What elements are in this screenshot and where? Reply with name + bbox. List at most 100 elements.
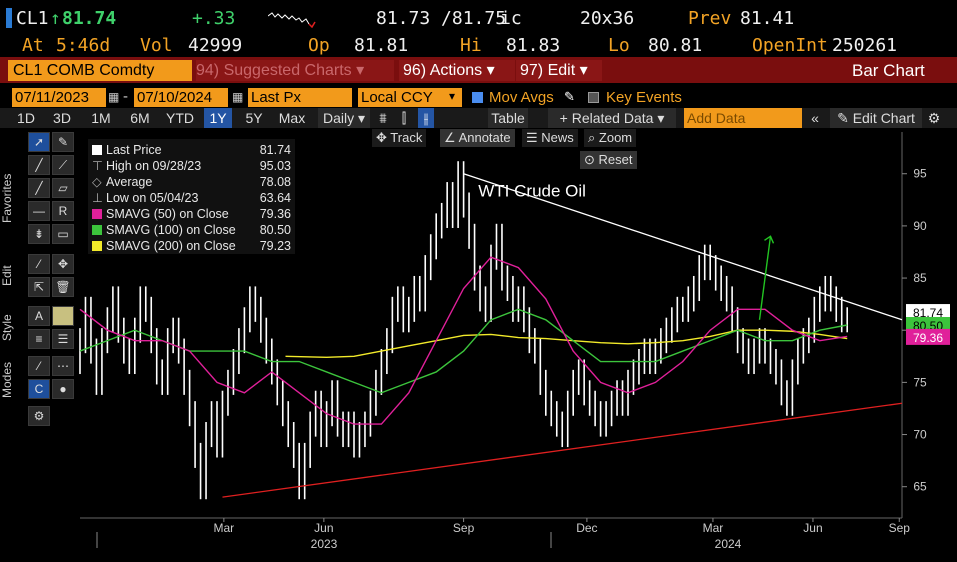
sma-50-tag: 79.36	[913, 331, 943, 345]
legend-entry[interactable]: SMAVG (200) on Close	[92, 238, 236, 254]
legend-label: SMAVG (50) on Close	[106, 207, 229, 221]
collapse-chevrons-icon[interactable]: «	[811, 110, 819, 126]
news-button[interactable]: ☰ News	[522, 129, 578, 147]
fib-tool-icon[interactable]: ⇟	[28, 224, 50, 244]
legend-value: 78.08	[259, 175, 291, 189]
y-tick-label: 75	[913, 375, 927, 389]
settings-icon[interactable]: ⚙	[28, 406, 50, 426]
high-label: Hi	[460, 35, 482, 56]
edit-label: Edit	[547, 62, 576, 79]
horizontal-line-icon[interactable]: —	[28, 201, 50, 221]
range-ytd[interactable]: YTD	[166, 110, 194, 126]
sma-100-line	[79, 308, 848, 394]
legend-swatch	[92, 145, 102, 155]
crosshair-mode-icon[interactable]: ⁄	[28, 356, 50, 376]
legend-entry[interactable]: Last Price	[92, 142, 162, 158]
mov-avgs-checkbox[interactable]	[472, 92, 483, 103]
candle-style-icon[interactable]: ⫿	[401, 110, 407, 126]
bar-style-icon[interactable]: ⩩	[379, 110, 387, 126]
related-data-button[interactable]: + Related Data ▾	[548, 108, 676, 128]
line-style-icon[interactable]: ≡	[28, 329, 50, 349]
legend-entry[interactable]: ⊤ High on 09/28/23	[92, 158, 201, 174]
move-tool-icon[interactable]: ✥	[52, 254, 74, 274]
calendar-icon[interactable]: ▦	[108, 90, 120, 104]
color-mode-icon[interactable]: ●	[52, 379, 74, 399]
trash-icon[interactable]: 🗑	[52, 277, 74, 297]
quote-row-1: CL1 ↑ 81.74 +.33 81.73 /81.75 ic 20x36 P…	[0, 8, 957, 30]
volume: 42999	[188, 35, 243, 56]
line-width-icon[interactable]: ☰	[52, 329, 74, 349]
cursor-tool-icon[interactable]: ➚	[28, 132, 50, 152]
range-5y[interactable]: 5Y	[245, 110, 263, 126]
price-field-select[interactable]: Last Px	[248, 88, 352, 107]
start-date-field[interactable]: 07/11/2023	[12, 88, 106, 107]
last-time: 5:46d	[56, 35, 111, 56]
channel-tool-icon[interactable]: ▱	[52, 178, 74, 198]
pencil-tool-icon[interactable]: ✎	[52, 132, 74, 152]
table-button[interactable]: Table	[488, 108, 528, 128]
edit-chart-button[interactable]: ✎ Edit Chart	[830, 108, 922, 128]
zoom-button[interactable]: ⌕ Zoom	[584, 129, 637, 147]
select-tool-icon[interactable]: ⇱	[28, 277, 50, 297]
reset-icon: ⊙	[584, 152, 595, 167]
legend-value: 63.64	[259, 191, 291, 205]
date-separator: -	[123, 88, 128, 105]
annotate-label: Annotate	[458, 130, 511, 145]
periodicity-select[interactable]: Daily ▾	[318, 108, 370, 128]
legend-label: Average	[106, 175, 153, 189]
y-tick-label: 90	[913, 219, 927, 233]
range-max[interactable]: Max	[278, 110, 306, 126]
range-6m[interactable]: 6M	[130, 110, 150, 126]
pen-icon[interactable]: ✎	[564, 89, 575, 104]
end-date-field[interactable]: 07/10/2024	[134, 88, 228, 107]
bid-ask: 81.73 /81.75	[376, 8, 507, 29]
currency-select[interactable]: Local CCY	[358, 88, 462, 107]
legend-marker-icon: ⊥	[92, 191, 103, 205]
open-interest: 250261	[832, 35, 898, 56]
reset-button[interactable]: ⊙ Reset	[580, 151, 637, 169]
legend-entry[interactable]: ⊥ Low on 05/04/23	[92, 190, 198, 206]
fill-color-icon[interactable]	[52, 306, 74, 326]
legend-entry[interactable]: SMAVG (100) on Close	[92, 222, 236, 238]
rectangle-tool-icon[interactable]: ▭	[52, 224, 74, 244]
quote-row-2: At 5:46d Vol 42999 Op 81.81 Hi 81.83 Lo …	[0, 35, 957, 57]
calendar-icon[interactable]: ▦	[232, 90, 244, 104]
prev-close: 81.41	[740, 8, 795, 29]
x-tick-label: Mar	[214, 521, 235, 535]
ticker[interactable]: CL1	[16, 8, 49, 29]
open-value: 81.81	[354, 35, 409, 56]
edit-menu[interactable]: 97) Edit ▾	[516, 60, 602, 81]
legend-entry[interactable]: SMAVG (50) on Close	[92, 206, 229, 222]
suggested-charts-menu[interactable]: 94) Suggested Charts ▾	[196, 60, 394, 81]
bar-chart-style-icon[interactable]: ⫲	[418, 108, 434, 128]
range-3d[interactable]: 3D	[53, 110, 71, 126]
range-1m[interactable]: 1M	[91, 110, 111, 126]
up-arrow-icon: ↑	[50, 8, 61, 29]
open-interest-label: OpenInt	[752, 35, 828, 56]
font-style-icon[interactable]: A	[28, 306, 50, 326]
ray-tool-icon[interactable]: ⟋	[52, 155, 74, 175]
magnet-mode-icon[interactable]: C	[28, 379, 50, 399]
x-tick-label: Mar	[703, 521, 724, 535]
line-tool-icon[interactable]: ╱	[28, 155, 50, 175]
actions-menu[interactable]: 96) Actions ▾	[399, 60, 515, 81]
text-tool-icon[interactable]: R	[52, 201, 74, 221]
gear-icon[interactable]: ⚙	[927, 110, 941, 126]
x-tick-label: Sep	[453, 521, 475, 535]
x-tick-label: Dec	[576, 521, 597, 535]
range-1d[interactable]: 1D	[17, 110, 35, 126]
brush-tool-icon[interactable]: ⁄	[28, 254, 50, 274]
key-events-checkbox[interactable]	[588, 92, 599, 103]
bid-ask-suffix: ic	[500, 8, 522, 29]
snap-mode-icon[interactable]: ⋯	[52, 356, 74, 376]
security-field[interactable]: CL1 COMB Comdty	[8, 60, 192, 81]
up-arrow-annotation	[758, 236, 772, 320]
annotate-button[interactable]: ∠ Annotate	[440, 129, 515, 147]
track-button[interactable]: ✥ Track	[372, 129, 427, 147]
trend-tool-icon[interactable]: ╱	[28, 178, 50, 198]
range-1y[interactable]: 1Y	[204, 108, 232, 128]
legend-entry[interactable]: ◇ Average	[92, 174, 152, 190]
y-tick-label: 85	[913, 271, 927, 285]
add-data-input[interactable]: Add Data	[684, 108, 802, 128]
